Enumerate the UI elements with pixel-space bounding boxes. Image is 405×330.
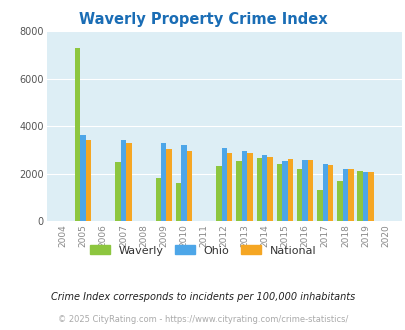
Text: Crime Index corresponds to incidents per 100,000 inhabitants: Crime Index corresponds to incidents per… — [51, 292, 354, 302]
Bar — [155, 179, 161, 221]
Bar — [296, 169, 302, 221]
Bar — [267, 156, 272, 221]
Bar — [80, 135, 85, 221]
Bar — [236, 161, 241, 221]
Bar — [186, 151, 192, 221]
Bar — [367, 172, 373, 221]
Bar — [316, 190, 322, 221]
Bar — [241, 151, 247, 221]
Bar — [247, 153, 252, 221]
Bar — [75, 48, 80, 221]
Bar — [356, 171, 362, 221]
Bar — [166, 148, 171, 221]
Bar — [181, 145, 186, 221]
Bar — [261, 155, 267, 221]
Bar — [215, 166, 221, 221]
Bar — [327, 165, 333, 221]
Bar — [120, 141, 126, 221]
Text: Waverly Property Crime Index: Waverly Property Crime Index — [79, 12, 326, 26]
Bar — [337, 181, 342, 221]
Bar — [362, 172, 367, 221]
Bar — [322, 164, 327, 221]
Bar — [85, 140, 91, 221]
Bar — [276, 164, 281, 221]
Bar — [226, 153, 232, 221]
Bar — [161, 143, 166, 221]
Text: © 2025 CityRating.com - https://www.cityrating.com/crime-statistics/: © 2025 CityRating.com - https://www.city… — [58, 315, 347, 324]
Bar — [256, 158, 261, 221]
Bar — [307, 160, 312, 221]
Bar — [342, 169, 347, 221]
Legend: Waverly, Ohio, National: Waverly, Ohio, National — [85, 241, 320, 260]
Bar — [302, 160, 307, 221]
Bar — [221, 148, 226, 221]
Bar — [175, 183, 181, 221]
Bar — [126, 143, 131, 221]
Bar — [115, 162, 120, 221]
Bar — [347, 169, 353, 221]
Bar — [281, 161, 287, 221]
Bar — [287, 159, 292, 221]
